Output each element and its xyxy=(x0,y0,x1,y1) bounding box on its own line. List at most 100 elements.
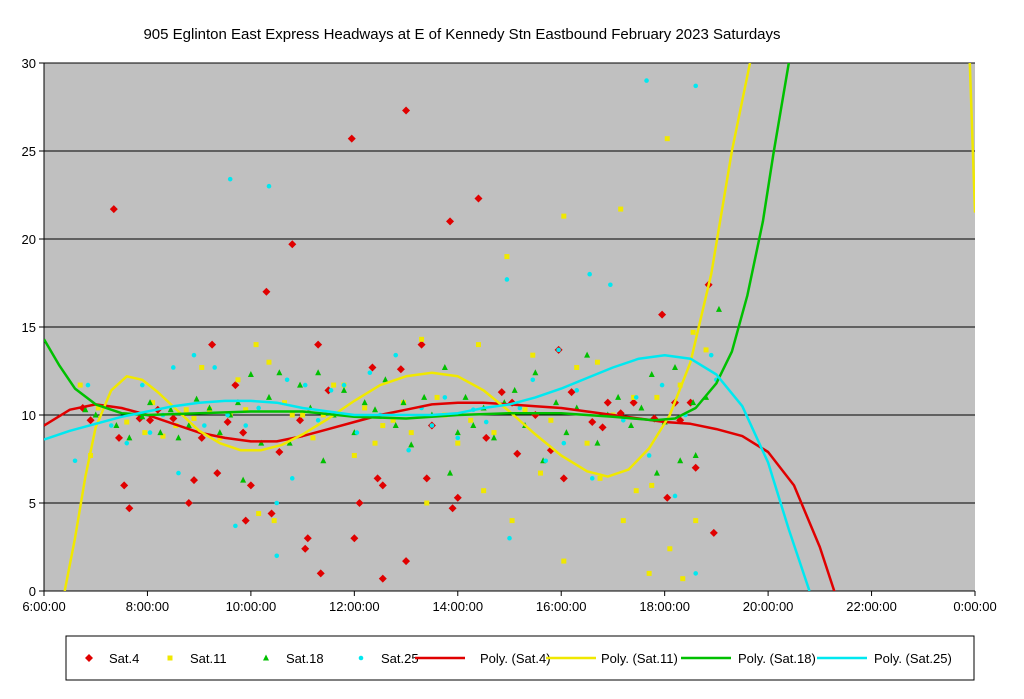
data-point xyxy=(157,429,164,436)
data-point xyxy=(468,417,474,423)
data-point xyxy=(561,213,567,219)
data-point xyxy=(183,407,189,413)
y-tick-label: 20 xyxy=(22,232,36,247)
data-point xyxy=(315,369,322,376)
data-point xyxy=(690,399,697,406)
data-point xyxy=(481,488,487,494)
x-tick-label: 16:00:00 xyxy=(536,599,587,614)
data-point xyxy=(175,434,182,441)
data-point xyxy=(715,305,722,312)
data-point xyxy=(548,417,554,423)
data-point xyxy=(584,440,590,446)
data-point xyxy=(212,365,217,370)
x-tick-label: 8:00:00 xyxy=(126,599,169,614)
data-point xyxy=(392,422,399,429)
data-point xyxy=(574,364,580,370)
data-point xyxy=(470,422,477,429)
y-tick-label: 5 xyxy=(29,496,36,511)
x-tick-label: 18:00:00 xyxy=(639,599,690,614)
data-points xyxy=(72,78,722,583)
data-point xyxy=(594,439,601,446)
data-point xyxy=(184,499,193,507)
data-point xyxy=(233,523,238,529)
data-point xyxy=(108,423,114,428)
data-point xyxy=(421,393,428,400)
data-point xyxy=(538,470,544,476)
data-point xyxy=(556,347,561,353)
data-point xyxy=(424,500,430,506)
data-point xyxy=(297,381,304,388)
data-point xyxy=(422,474,431,483)
data-point xyxy=(315,417,321,423)
data-point xyxy=(620,417,626,423)
data-point xyxy=(629,398,638,407)
data-point xyxy=(147,399,154,406)
data-point xyxy=(355,499,364,507)
legend-label: Poly. (Sat.11) xyxy=(601,651,678,666)
data-point xyxy=(256,405,261,411)
data-point xyxy=(258,439,265,446)
data-point xyxy=(434,394,440,400)
data-point xyxy=(240,476,247,483)
data-point xyxy=(504,277,510,282)
data-point xyxy=(598,423,607,432)
data-point xyxy=(709,528,718,537)
data-point xyxy=(561,558,567,564)
data-point xyxy=(693,83,698,89)
x-tick-label: 22:00:00 xyxy=(846,599,897,614)
data-point xyxy=(402,557,411,566)
data-point xyxy=(139,413,146,420)
data-point xyxy=(92,411,99,418)
data-point xyxy=(589,476,595,481)
y-tick-label: 15 xyxy=(22,320,36,335)
legend-label: Sat.25 xyxy=(381,651,419,666)
data-point xyxy=(199,364,205,370)
data-point xyxy=(320,412,326,418)
data-point xyxy=(382,376,389,383)
data-point xyxy=(328,388,334,393)
legend-label: Poly. (Sat.4) xyxy=(480,651,551,666)
data-point xyxy=(227,176,233,182)
data-point xyxy=(361,399,368,406)
data-point xyxy=(301,544,310,553)
data-point xyxy=(615,393,622,400)
data-point xyxy=(247,371,254,378)
x-tick-label: 10:00:00 xyxy=(226,599,277,614)
data-point xyxy=(597,475,603,481)
data-point xyxy=(455,440,461,446)
legend-swatch xyxy=(167,655,173,661)
data-point xyxy=(654,394,660,400)
legend-entry: Poly. (Sat.4) xyxy=(415,651,551,666)
data-point xyxy=(340,386,347,393)
data-point xyxy=(664,136,670,142)
data-point xyxy=(563,429,570,436)
data-point xyxy=(507,535,512,541)
data-point xyxy=(77,382,83,388)
data-point xyxy=(124,440,130,446)
data-point xyxy=(253,342,259,348)
trendline xyxy=(968,63,975,213)
data-point xyxy=(171,365,176,370)
data-point xyxy=(276,369,283,376)
data-point xyxy=(95,405,101,411)
data-point xyxy=(289,412,295,418)
y-tick-label: 0 xyxy=(29,584,36,599)
chart-title: 905 Eglinton East Express Headways at E … xyxy=(143,26,780,43)
data-point xyxy=(672,493,678,499)
data-point xyxy=(588,418,597,427)
trendline xyxy=(44,63,791,422)
data-point xyxy=(455,435,461,441)
data-point xyxy=(553,399,560,406)
data-point xyxy=(284,377,290,383)
legend-label: Poly. (Sat.18) xyxy=(738,651,816,666)
x-tick-label: 12:00:00 xyxy=(329,599,380,614)
legend: Sat.4 Sat.11 Sat.18 Sat.25 Poly. (Sat.4) Poly… xyxy=(85,651,952,666)
legend-swatch xyxy=(358,655,364,661)
data-point xyxy=(160,433,166,439)
data-point xyxy=(693,571,698,576)
data-point xyxy=(150,400,156,406)
data-point xyxy=(213,469,222,478)
x-tick-label: 0:00:00 xyxy=(953,599,996,614)
data-point xyxy=(373,474,382,483)
data-point xyxy=(169,414,178,423)
